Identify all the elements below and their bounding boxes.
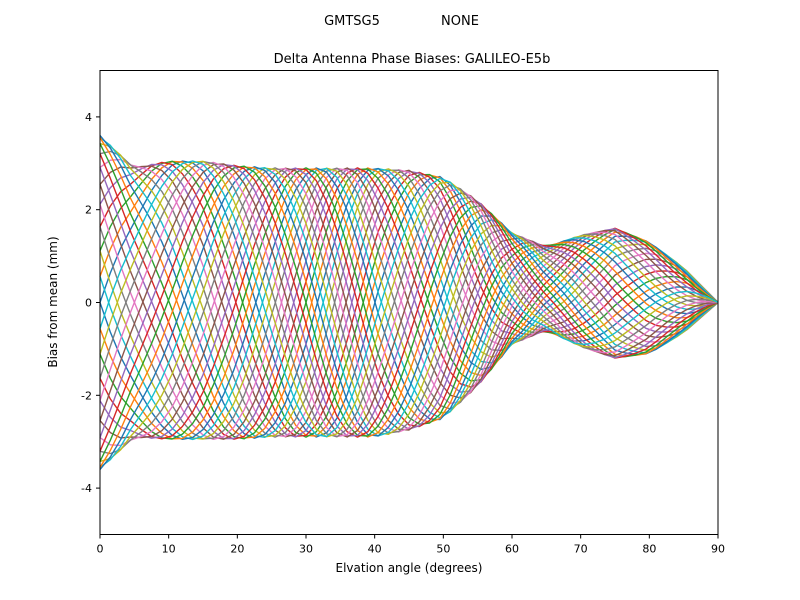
series-line [99, 167, 719, 440]
series-line [99, 167, 719, 455]
series-line [99, 166, 719, 469]
series-line [99, 163, 719, 438]
series-line [99, 167, 719, 439]
series-line [99, 168, 719, 440]
series-line [99, 137, 719, 439]
series-line [99, 167, 719, 440]
x-tick-label: 40 [368, 543, 382, 556]
x-tick-label: 20 [230, 543, 244, 556]
series-line [99, 160, 719, 438]
series-line [99, 165, 719, 438]
y-tick-label: 4 [85, 111, 92, 124]
series-line [99, 167, 719, 441]
series-line [99, 167, 719, 440]
series-line [99, 167, 719, 440]
series-line [99, 135, 719, 439]
x-axis-label: Elvation angle (degrees) [336, 561, 483, 575]
series-line [99, 167, 719, 440]
x-tick-label: 10 [162, 543, 176, 556]
series-line [99, 136, 719, 438]
series-line [99, 167, 719, 463]
series-line [99, 150, 719, 438]
suptitle-right: NONE [441, 14, 479, 29]
series-line [99, 167, 719, 440]
series-group [99, 135, 719, 470]
x-tick-label: 0 [97, 543, 104, 556]
series-line [99, 158, 719, 438]
series-line [99, 166, 719, 468]
series-line [99, 160, 719, 438]
x-tick-label: 60 [505, 543, 519, 556]
suptitle-left: GMTSG5 [324, 14, 380, 29]
series-line [99, 163, 719, 438]
x-tick-label: 30 [299, 543, 313, 556]
series-line [99, 161, 719, 438]
x-tick-label: 80 [642, 543, 656, 556]
y-axis-label: Bias from mean (mm) [46, 236, 60, 367]
series-line [99, 160, 719, 437]
y-tick-label: -4 [81, 482, 92, 495]
y-tick-label: -2 [81, 389, 92, 402]
series-line [99, 167, 719, 447]
series-line [99, 167, 719, 440]
series-line [99, 166, 719, 470]
axes-group: 0 10 20 30 40 50 60 70 80 90 -4 -2 0 2 4 [81, 70, 725, 556]
series-line [99, 142, 719, 438]
y-tick-label: 2 [85, 204, 92, 217]
series-line [99, 163, 719, 438]
series-line [99, 160, 719, 438]
x-tick-label: 70 [574, 543, 588, 556]
x-tick-label: 90 [711, 543, 725, 556]
y-tick-label: 0 [85, 297, 92, 310]
series-line [99, 160, 719, 438]
x-tick-label: 50 [436, 543, 450, 556]
chart-title: Delta Antenna Phase Biases: GALILEO-E5b [274, 52, 551, 67]
series-line [99, 161, 719, 437]
series-line [99, 167, 719, 439]
